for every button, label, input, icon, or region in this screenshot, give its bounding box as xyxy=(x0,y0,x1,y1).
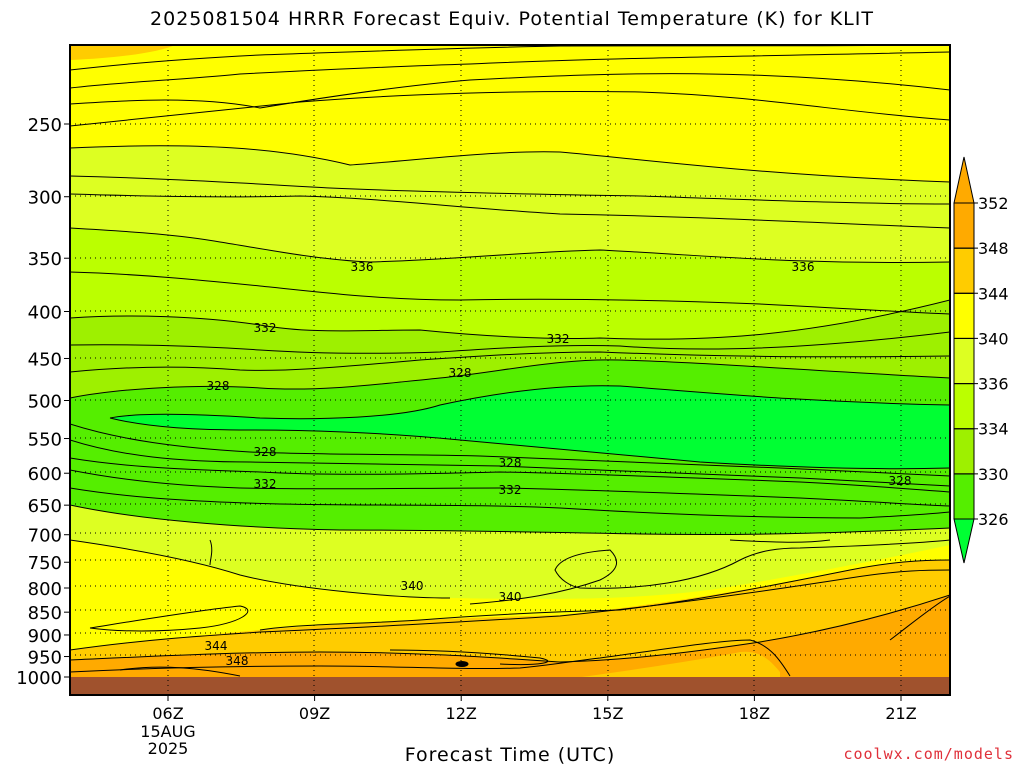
plot-frame xyxy=(69,44,951,696)
plot-area: 336 336 332 332 328 328 328 328 328 332 332 340 340 3… xyxy=(70,45,950,695)
contour-label: 340 xyxy=(401,579,424,593)
y-tick-label: 400 xyxy=(28,302,62,323)
colorbar-label: 336 xyxy=(978,375,1009,394)
y-tick-label: 350 xyxy=(28,249,62,270)
y-tick-label: 550 xyxy=(28,430,62,451)
colorbar-segment xyxy=(953,292,975,339)
contour-label: 328 xyxy=(499,456,522,470)
colorbar-segment xyxy=(953,202,975,249)
y-tick-label: 900 xyxy=(28,626,62,647)
colorbar-extend-high xyxy=(953,156,975,204)
colorbar-label: 334 xyxy=(978,420,1009,439)
colorbar-label: 326 xyxy=(978,510,1009,529)
colorbar-label: 344 xyxy=(978,284,1009,303)
x-tick-label: 09Z xyxy=(299,704,330,723)
y-tick-label: 700 xyxy=(28,526,62,547)
x-tick-label: 21Z xyxy=(885,704,916,723)
colorbar-segment xyxy=(953,383,975,430)
colorbar-segment xyxy=(953,337,975,385)
gridlines xyxy=(70,45,950,695)
x-date-label: 2025 xyxy=(148,739,189,758)
contour-label: 332 xyxy=(499,483,522,497)
contour-lines xyxy=(70,45,950,677)
y-tick-label: 450 xyxy=(28,349,62,370)
contour-label: 328 xyxy=(889,474,912,488)
x-axis-title: Forecast Time (UTC) xyxy=(404,744,616,766)
chart-title: 2025081504 HRRR Forecast Equiv. Potentia… xyxy=(150,8,874,30)
credit-text[interactable]: coolwx.com/models xyxy=(843,745,1014,763)
ground-band xyxy=(70,677,950,695)
x-tick-label: 15Z xyxy=(592,704,623,723)
contour-label: 336 xyxy=(792,260,815,274)
band-lt326 xyxy=(110,385,950,469)
y-tick-label: 800 xyxy=(28,579,62,600)
colorbar-segment xyxy=(953,473,975,520)
colorbar-extend-low xyxy=(953,518,975,564)
y-tick-label: 300 xyxy=(28,188,62,209)
contour-label: 328 xyxy=(449,366,472,380)
colorbar-label: 340 xyxy=(978,329,1009,348)
y-tick-label: 950 xyxy=(28,648,62,669)
colorbar-segment xyxy=(953,428,975,475)
colorbar-label: 330 xyxy=(978,465,1009,484)
contour-label: 336 xyxy=(351,260,374,274)
x-date-label: 15AUG xyxy=(140,722,195,741)
band-348-top xyxy=(70,45,175,60)
contour-label: 340 xyxy=(499,590,522,604)
y-tick-label: 250 xyxy=(28,115,62,136)
colorbar: 326 330 334 336 340 344 348 352 xyxy=(953,156,1009,564)
y-axis: 2503003504004505005506006507007508008509… xyxy=(16,115,70,689)
contour-label: 332 xyxy=(547,332,570,346)
x-tick-label: 06Z xyxy=(152,704,183,723)
y-tick-label: 600 xyxy=(28,464,62,485)
y-tick-label: 850 xyxy=(28,603,62,624)
contour-label: 348 xyxy=(226,654,249,668)
x-tick-label: 12Z xyxy=(446,704,477,723)
contour-label: 332 xyxy=(254,477,277,491)
y-tick-label: 650 xyxy=(28,496,62,517)
contour-labels: 336 336 332 332 328 328 328 328 328 332 332 340 340 3… xyxy=(205,260,912,668)
contour-label: 328 xyxy=(254,445,277,459)
contour-label: 332 xyxy=(254,321,277,335)
colorbar-label: 352 xyxy=(978,194,1009,213)
colorbar-label: 348 xyxy=(978,239,1009,258)
colorbar-segment xyxy=(953,247,975,294)
contour-label: 344 xyxy=(205,639,228,653)
y-tick-label: 1000 xyxy=(16,668,62,689)
contour-label: 328 xyxy=(207,379,230,393)
y-tick-label: 750 xyxy=(28,553,62,574)
y-tick-label: 500 xyxy=(28,392,62,413)
x-tick-label: 18Z xyxy=(739,704,770,723)
